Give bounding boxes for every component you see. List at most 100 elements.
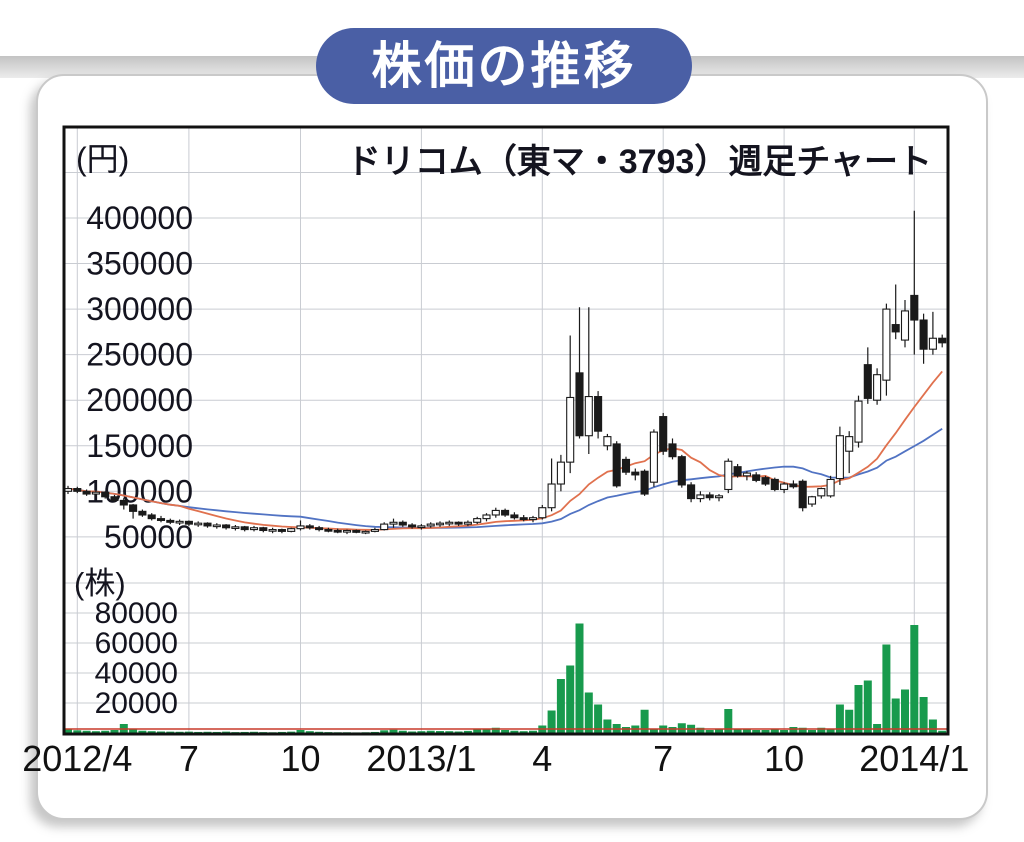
volume-bar xyxy=(845,709,854,733)
volume-unit-label: (株) xyxy=(74,566,126,601)
volume-bar xyxy=(742,729,751,733)
volume-bar xyxy=(566,665,575,733)
volume-bar xyxy=(398,730,407,733)
candle-down xyxy=(891,324,900,333)
candle-down xyxy=(147,514,156,520)
price-tick-label: 100000 xyxy=(86,473,193,509)
title-badge: 株価の推移 xyxy=(316,28,692,104)
candle-up xyxy=(426,523,435,527)
candle-up xyxy=(445,521,454,525)
volume-bar xyxy=(584,692,593,733)
volume-bar xyxy=(780,730,789,733)
gridlines xyxy=(64,127,948,733)
volume-bar xyxy=(863,680,872,733)
candle-up xyxy=(417,525,426,529)
volume-bar xyxy=(817,727,826,733)
candle-up xyxy=(714,495,724,499)
volume-bar xyxy=(835,704,844,733)
candle-up xyxy=(817,488,826,497)
candle-up xyxy=(268,529,277,532)
moving-average-lines xyxy=(67,370,943,531)
price-tick-label: 150000 xyxy=(86,428,193,464)
candle-up xyxy=(389,521,398,525)
candle-up xyxy=(742,472,751,477)
volume-bar xyxy=(296,730,305,733)
candle-up xyxy=(873,374,882,401)
candle-up xyxy=(900,310,910,341)
volume-bar xyxy=(222,731,231,733)
x-tick-label: 2012/4 xyxy=(22,738,132,779)
volume-bar xyxy=(501,730,510,733)
x-tick-label: 2014/1 xyxy=(859,738,969,779)
candle-down xyxy=(668,443,677,458)
candle-down xyxy=(501,509,510,516)
volume-bar xyxy=(594,704,603,733)
candle-down xyxy=(677,456,686,486)
candle-up xyxy=(603,436,612,447)
volume-bar xyxy=(891,698,900,733)
candle-down xyxy=(621,458,631,473)
volume-bar xyxy=(408,731,417,733)
candle-down xyxy=(938,337,947,344)
candle-up xyxy=(473,518,482,523)
volume-bar xyxy=(436,731,444,733)
price-tick-label: 300000 xyxy=(86,291,193,327)
candle-down xyxy=(352,529,361,533)
volume-bars xyxy=(64,623,947,734)
volume-bar xyxy=(147,731,156,733)
volume-bar xyxy=(928,719,937,733)
volume-bar xyxy=(705,730,714,733)
volume-bar xyxy=(157,731,165,733)
volume-bar xyxy=(603,719,612,733)
volume-bar xyxy=(798,727,807,733)
candle-down xyxy=(315,527,324,531)
volume-bar xyxy=(417,731,426,733)
volume-bar xyxy=(287,731,296,733)
page-title: 株価の推移 xyxy=(371,38,637,94)
volume-bar xyxy=(724,709,733,733)
candle-up xyxy=(835,435,844,480)
candle-down xyxy=(156,518,166,522)
candle-down xyxy=(519,517,528,521)
candle-down xyxy=(184,520,193,525)
candle-down xyxy=(770,478,779,491)
candle-up xyxy=(928,337,937,350)
candle-up xyxy=(696,494,705,500)
volume-bar xyxy=(482,728,491,733)
volume-bar xyxy=(622,727,630,733)
candle-down xyxy=(324,529,333,532)
volume-bar xyxy=(184,731,193,733)
volume-bar xyxy=(529,730,537,733)
candle-up xyxy=(361,530,370,534)
candle-down xyxy=(863,364,872,399)
candle-down xyxy=(752,474,761,481)
volume-bar xyxy=(240,731,249,733)
volume-bar xyxy=(166,731,175,733)
candle-down xyxy=(687,484,696,500)
volume-tick-label: 40000 xyxy=(95,657,178,690)
volume-bar xyxy=(854,685,863,733)
price-tick-label: 200000 xyxy=(86,382,193,418)
volume-bar xyxy=(668,727,677,733)
volume-bar xyxy=(389,729,398,733)
volume-bar xyxy=(212,731,221,733)
candle-down xyxy=(101,491,110,498)
candle-up xyxy=(845,436,854,452)
volume-bar xyxy=(175,731,184,733)
volume-bar xyxy=(491,727,500,733)
candle-up xyxy=(212,524,221,528)
candle-up xyxy=(491,509,500,516)
candle-down xyxy=(277,529,286,532)
x-tick-label: 7 xyxy=(653,738,673,779)
volume-bar xyxy=(473,729,482,733)
chart-frame xyxy=(62,125,950,736)
volume-tick-label: 20000 xyxy=(95,687,178,720)
candle-up xyxy=(435,522,445,526)
candle-up xyxy=(380,523,389,531)
x-tick-label: 10 xyxy=(280,738,320,779)
candle-up xyxy=(482,514,491,520)
candle-down xyxy=(454,521,463,525)
candlesticks xyxy=(63,210,947,535)
candle-down xyxy=(910,294,919,321)
